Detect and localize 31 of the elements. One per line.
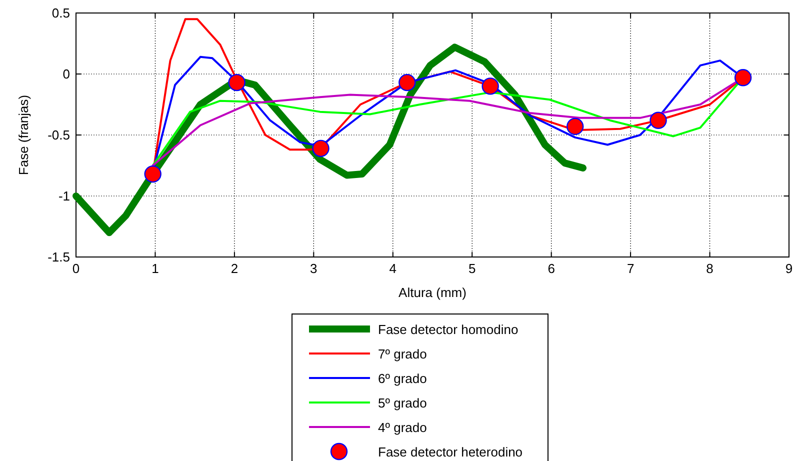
x-tick-label: 5 [468, 261, 476, 276]
legend-label: 6º grado [378, 371, 427, 386]
point [398, 74, 416, 92]
x-tick-label: 9 [785, 261, 793, 276]
x-axis-title: Altura (mm) [398, 285, 466, 300]
point [734, 69, 752, 86]
point [566, 118, 584, 136]
x-tick-label: 6 [548, 261, 555, 276]
x-tick-label: 3 [310, 261, 318, 276]
legend-label: Fase detector homodino [378, 322, 518, 337]
y-tick-label: -0.5 [48, 128, 70, 142]
y-axis-title: Fase (franjas) [16, 94, 31, 176]
point [144, 165, 162, 183]
legend-label: 7º grado [378, 346, 427, 362]
x-tick-label: 4 [389, 261, 397, 276]
x-tick-label: 2 [230, 261, 238, 276]
point [228, 74, 246, 92]
y-tick-label: -1.5 [48, 250, 70, 264]
legend-label: 5º grado [378, 396, 427, 410]
x-tick-label: 8 [706, 261, 714, 276]
point [650, 112, 667, 129]
y-tick-label: 0 [62, 66, 70, 82]
legend-label: 4º grado [378, 420, 427, 435]
y-tick-label: -1 [58, 188, 70, 204]
x-tick-label: 1 [152, 261, 159, 276]
x-tick-label: 7 [626, 261, 634, 276]
y-tick-label: 0.5 [52, 6, 70, 20]
point [312, 140, 330, 158]
legend-label: Fase detector heterodino [378, 444, 523, 460]
x-tick-label: 0 [72, 261, 80, 276]
point [482, 78, 499, 95]
